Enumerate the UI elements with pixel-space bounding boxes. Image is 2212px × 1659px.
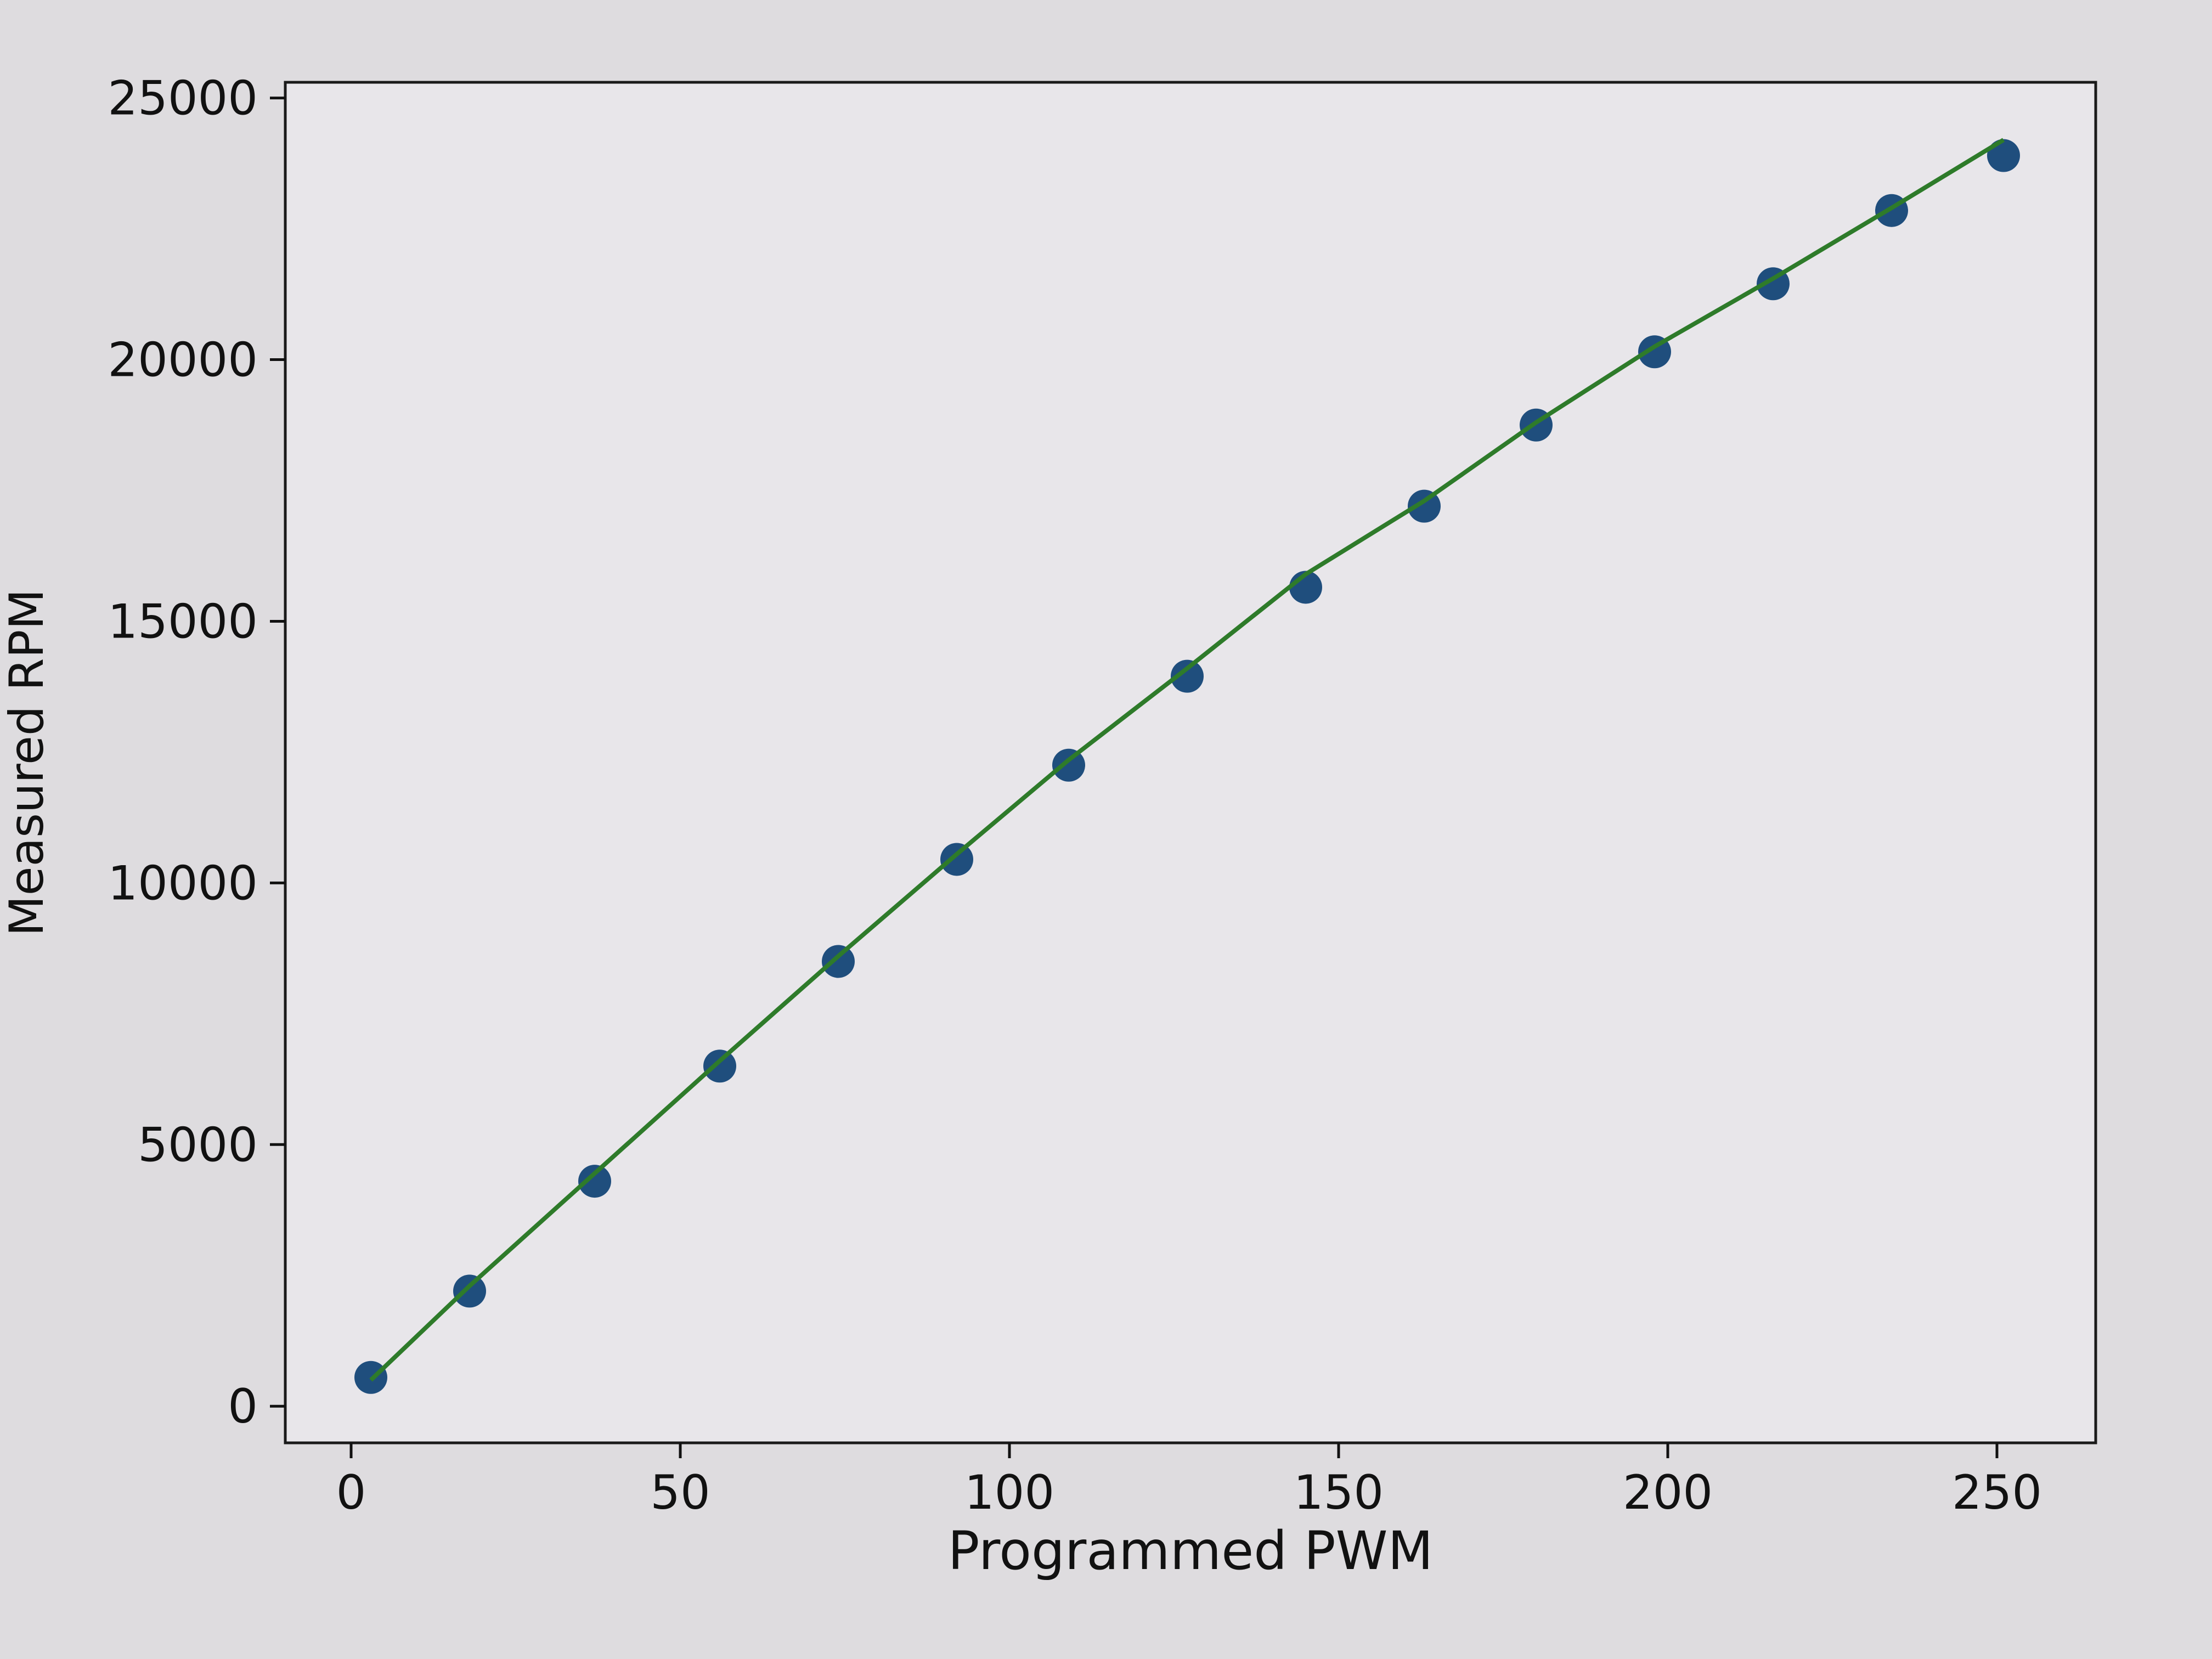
data-point — [822, 945, 855, 978]
plot-area — [284, 81, 2097, 1444]
y-tick-label: 20000 — [108, 333, 258, 388]
series-line — [369, 138, 2005, 1382]
data-point — [1987, 139, 2020, 172]
y-tick-label: 5000 — [138, 1118, 258, 1172]
x-tick-label: 200 — [1623, 1465, 1713, 1520]
data-point — [578, 1165, 611, 1198]
y-tick-label: 10000 — [108, 856, 258, 911]
y-tick-label: 0 — [228, 1379, 258, 1434]
data-point — [453, 1274, 486, 1308]
x-axis: 0 50 100 150 200 250 — [336, 1443, 2042, 1520]
x-tick-label: 150 — [1294, 1465, 1384, 1520]
data-point — [703, 1049, 736, 1083]
series-layer — [354, 138, 2020, 1394]
y-axis: 0 5000 10000 15000 20000 25000 — [108, 71, 285, 1434]
x-tick-label: 50 — [650, 1465, 710, 1520]
data-point — [940, 843, 973, 876]
y-axis-label: Measured RPM — [0, 589, 54, 936]
data-point — [1052, 748, 1085, 782]
y-tick-label: 15000 — [108, 594, 258, 649]
x-tick-label: 250 — [1952, 1465, 2042, 1520]
data-point — [1408, 489, 1441, 523]
x-tick-label: 0 — [336, 1465, 366, 1520]
y-tick-label: 25000 — [108, 71, 258, 126]
x-tick-label: 100 — [964, 1465, 1054, 1520]
x-axis-label: Programmed PWM — [948, 1520, 1434, 1582]
data-point — [1171, 659, 1204, 693]
